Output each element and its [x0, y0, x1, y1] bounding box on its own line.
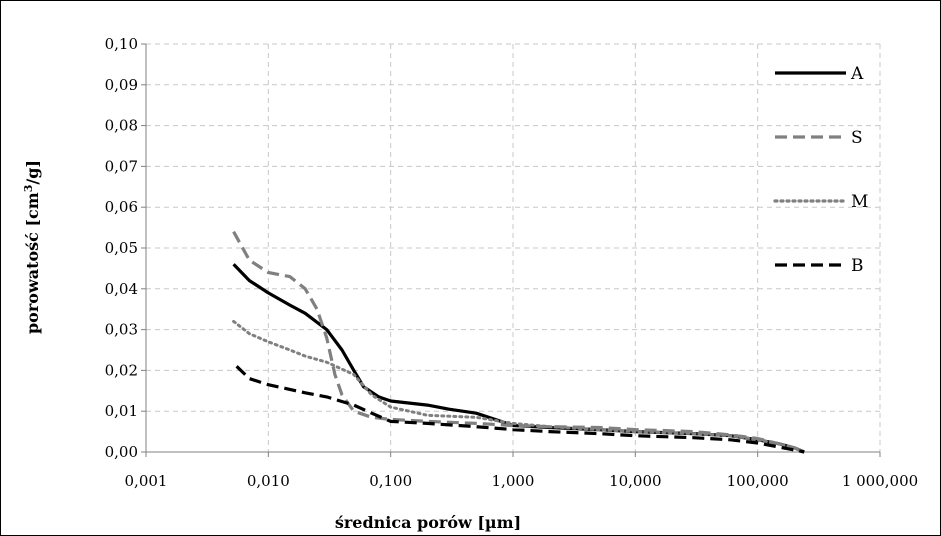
- series-line-m: [232, 319, 806, 454]
- y-tick-label: 0,00: [105, 443, 138, 461]
- x-axis-title: średnica porów [µm]: [335, 513, 521, 532]
- y-tick-label: 0,04: [105, 280, 138, 298]
- series-line-b: [235, 365, 805, 454]
- x-tick-label: 1,000: [492, 472, 535, 490]
- y-tick-label: 0,01: [105, 402, 138, 420]
- y-tick-label: 0,06: [105, 198, 138, 216]
- legend-label-a: A: [850, 64, 864, 84]
- x-tick-label: 0,001: [125, 472, 168, 490]
- x-tick-label: 0,100: [369, 472, 412, 490]
- y-axis-title-sup: 3: [22, 185, 35, 193]
- y-tick-label: 0,07: [105, 157, 138, 175]
- legend: A S M B: [773, 64, 868, 276]
- y-tick-label: 0,10: [105, 35, 138, 53]
- y-axis-title-main: porowatość [cm: [23, 192, 42, 334]
- series-lines: [232, 230, 806, 454]
- y-tick-label: 0,08: [105, 117, 138, 135]
- y-tick-label: 0,02: [105, 361, 138, 379]
- y-tick-label: 0,03: [105, 321, 138, 339]
- x-tick-labels: 0,001 0,010 0,100 1,000 10,000 100,000 1 000,0…: [125, 472, 919, 490]
- series-line-s: [232, 230, 805, 454]
- y-axis-title: porowatość [cm3/g]: [22, 160, 42, 334]
- x-tick-label: 0,010: [247, 472, 290, 490]
- axes: [141, 43, 881, 457]
- legend-label-b: B: [851, 256, 864, 276]
- legend-label-m: M: [851, 192, 868, 212]
- y-tick-labels: 0,00 0,01 0,02 0,03 0,04 0,05 0,06 0,07 0,08 0,09…: [105, 35, 138, 461]
- y-axis-title-end: /g]: [23, 160, 42, 185]
- gridlines: [146, 43, 881, 452]
- y-tick-label: 0,09: [105, 76, 138, 94]
- y-tick-label: 0,05: [105, 239, 138, 257]
- x-tick-label: 10,000: [609, 472, 662, 490]
- x-tick-label: 100,000: [727, 472, 789, 490]
- legend-label-s: S: [851, 128, 863, 148]
- x-tick-label: 1 000,000: [842, 472, 918, 490]
